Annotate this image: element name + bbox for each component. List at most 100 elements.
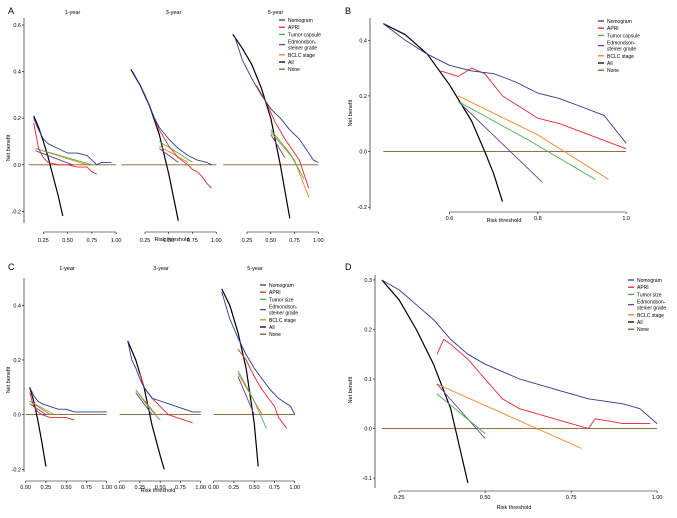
panel-b-legend-label-bclc-stage: BCLC stage	[607, 54, 634, 60]
panel-c-facet-3-title: 5-year	[247, 266, 263, 272]
panel-d-legend-label-edmondson-steiner-grade: Edmondson-	[637, 300, 666, 306]
panel-b-y-tick-label: 0.2	[359, 94, 367, 100]
panel-a-facet-1-title: 1-year	[65, 10, 81, 16]
panel-c-y-tick-label: 0.4	[13, 303, 21, 309]
panel-a-legend-label-all: All	[288, 60, 294, 66]
panel-d-x-axis-title: Risk threshold	[497, 505, 532, 511]
panel-c-facet-3-series-all	[221, 288, 259, 467]
panel-a-facet-1-series-apri	[33, 122, 97, 175]
panel-a-facet-1-series-all	[33, 115, 64, 217]
panel-d-x-tick-label: 0.25	[394, 495, 405, 501]
panel-b-legend-label-none: None	[607, 68, 619, 74]
panel-c-facet-1-x-tick-label: 1.00	[101, 485, 112, 491]
panel-a-y-tick-label: 0.0	[13, 163, 21, 169]
panel-b-legend-label-nomogram: Nomogram	[607, 19, 632, 25]
panel-a-facet-3-series-tumor-capsule	[270, 129, 305, 179]
panel-a-y-axis-title: Net benefit	[6, 134, 12, 161]
panel-a-facet-3-x-tick-label: 1.00	[313, 238, 324, 244]
panel-d-y-tick-label: 0.3	[364, 278, 372, 284]
panel-a-legend-label-none: None	[288, 67, 300, 73]
panel-c-facet-1-series-edmondson-steiner-grade	[29, 403, 47, 415]
panel-c-facet-3-series-nomogram	[221, 291, 296, 415]
panel-c-y-tick-label: -0.2	[12, 467, 21, 473]
panel-a-facet-2-x-tick-label: 0.50	[163, 238, 174, 244]
panel-a-facet-2: 3-year 0.25 0.50 0.75 1.00	[121, 10, 222, 244]
panel-b-y-tick-label: -0.2	[358, 205, 367, 211]
panel-c-facet-2-series-tumor-size	[135, 389, 161, 421]
panel-d-y-tick-label: 0.2	[364, 327, 372, 333]
panel-d-legend-label-none: None	[637, 327, 649, 333]
panel-c-legend-label-edmondson-steiner-grade: Edmondson-	[269, 305, 298, 311]
panel-c-legend-label-apri: APRI	[269, 290, 281, 296]
panel-d-y-tick-label: 0.1	[364, 377, 372, 383]
panel-a-facet-3-title: 5-year	[268, 10, 284, 16]
panel-d-series-edmondson-steiner-grade	[436, 383, 486, 439]
panel-c-legend-label-none: None	[269, 332, 281, 338]
panel-c-facet-3-x-tick-label: 0.00	[208, 485, 219, 491]
panel-b-series-nomogram	[383, 23, 627, 144]
panel-a-label: A	[8, 6, 14, 16]
panel-a-facet-3-series-edmondson-steiner-grade	[270, 134, 286, 159]
panel-c-legend-label-all: All	[269, 325, 275, 331]
panel-a-legend-label-tumor-capsule: Tumor capsule	[288, 32, 321, 38]
panel-a-facet-3-series-apri	[256, 85, 310, 189]
panel-d-legend-label-bclc-stage: BCLC stage	[637, 313, 664, 319]
panel-d-y-tick-label: 0.0	[364, 427, 372, 433]
panel-c-facet-1-series-apri	[29, 392, 75, 421]
panel-c-x-axis-title: Risk threshold	[141, 488, 176, 494]
panel-c-facet-3-x-tick-label: 0.25	[229, 485, 240, 491]
panel-b-legend-label-apri: APRI	[607, 26, 619, 32]
panel-b-legend-label-all: All	[607, 61, 613, 67]
panel-a-facet-2-series-nomogram	[132, 71, 212, 166]
panel-a-y-tick-label: 0.4	[13, 70, 21, 76]
panel-b-series-tumor-capsule	[458, 101, 596, 180]
panel-a-legend-label-bclc-stage: BCLC stage	[288, 53, 315, 59]
panel-d-series-all	[381, 279, 469, 484]
panel-d-x-tick-label: 0.75	[566, 495, 577, 501]
panel-c-facet-3-x-tick-label: 0.75	[269, 485, 280, 491]
panel-d-y-tick-label: -0.1	[363, 476, 372, 482]
panel-a-facet-1-x-tick-label: 0.50	[62, 238, 73, 244]
panel-a-facet-3-series-all	[232, 33, 291, 219]
panel-b-legend-label-tumor-capsule: Tumor capsule	[607, 33, 640, 39]
panel-c-facet-3-series-edmondson-steiner-grade	[237, 376, 255, 415]
panel-c-facet-1: 1-year 0.00 0.25 0.50 0.75 1.00	[20, 266, 112, 491]
panel-b-y-tick-label: 0.4	[359, 38, 367, 44]
panel-c-facet-1-x-tick-label: 0.75	[81, 485, 92, 491]
panel-c-y-tick-label: 0.2	[13, 358, 21, 364]
panel-c-facet-1-x-tick-label: 0.50	[61, 485, 72, 491]
panel-d-legend-label-tumor-size: Tumor size	[637, 292, 662, 298]
panel-c-facet-3: 5-year 0.00 0.25 0.50 0.75 1.00	[208, 266, 300, 491]
panel-c-facet-2-series-nomogram	[127, 340, 201, 413]
panel-c-legend-label-nomogram: Nomogram	[269, 283, 294, 289]
panel-c-facet-2: 3-year 0.00 0.25 0.50 0.75 1.00	[114, 266, 206, 491]
panel-b-series-edmondson-steiner-grade	[457, 101, 543, 183]
panel-c-y-tick-label: 0.0	[13, 413, 21, 419]
panel-a-facet-3-series-nomogram	[234, 36, 319, 163]
panel-a-facet-1-series-nomogram	[33, 118, 112, 166]
panel-a-facet-2-series-apri	[154, 118, 212, 189]
panel-a-y-tick-label: 0.2	[13, 116, 21, 122]
panel-b-legend-label-edmondson-steiner-grade: Edmondson-	[607, 41, 636, 47]
panel-c-facet-1-title: 1-year	[59, 266, 75, 272]
panel-c-facet-1-x-tick-label: 0.00	[20, 485, 31, 491]
panel-a-legend-label-edmondson-steiner-grade: Edmondson-	[288, 40, 317, 46]
panel-c-facet-2-x-tick-label: 0.75	[175, 485, 186, 491]
panel-a-facet-1-series-tumor-capsule	[35, 148, 93, 166]
panel-c-facet-2-series-apri	[139, 373, 193, 424]
panel-c-legend-label-edmondson-steiner-grade: steiner grade	[269, 311, 298, 317]
panel-b-y-axis-title: Net benefit	[348, 99, 354, 126]
panel-b-series-all	[383, 23, 504, 202]
panel-c-facet-2-series-edmondson-steiner-grade	[135, 392, 153, 415]
panel-a-facet-1: 1-year 0.25 0.50 0.75 1.00	[28, 10, 122, 244]
panel-d-label: D	[345, 262, 352, 272]
panel-c-facet-1-x-tick-label: 0.25	[41, 485, 52, 491]
panel-a-legend-label-edmondson-steiner-grade: steiner grade	[288, 46, 317, 52]
panel-a-facet-3-x-tick-label: 0.50	[265, 238, 276, 244]
panel-b-y-tick-label: 0.0	[359, 150, 367, 156]
panel-a-facet-3-x-tick-label: 0.25	[242, 238, 253, 244]
panel-b-legend-label-edmondson-steiner-grade: steiner grade	[607, 47, 636, 53]
